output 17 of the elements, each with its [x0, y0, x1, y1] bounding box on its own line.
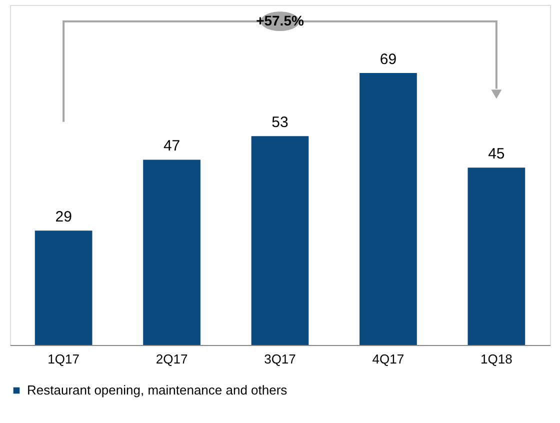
bar — [34, 230, 92, 345]
data-label: 45 — [488, 146, 505, 163]
data-label: 53 — [272, 114, 288, 132]
data-label: 47 — [163, 138, 180, 155]
bar — [468, 168, 526, 345]
text: +57.5% — [256, 12, 304, 28]
x-tick-label: 1Q18 — [480, 352, 512, 366]
x-tick-label: 4Q17 — [372, 352, 404, 366]
bar — [360, 73, 417, 345]
legend-label: Restaurant opening, maintenance and others — [27, 382, 288, 398]
data-label: 29 — [55, 208, 72, 226]
x-tick-label: 3Q17 — [264, 352, 296, 366]
data-label: 69 — [380, 51, 397, 68]
x-tick-label: 1Q17 — [48, 352, 80, 366]
bar — [143, 160, 200, 345]
bar — [251, 136, 309, 345]
x-tick-label: 2Q17 — [156, 352, 188, 366]
